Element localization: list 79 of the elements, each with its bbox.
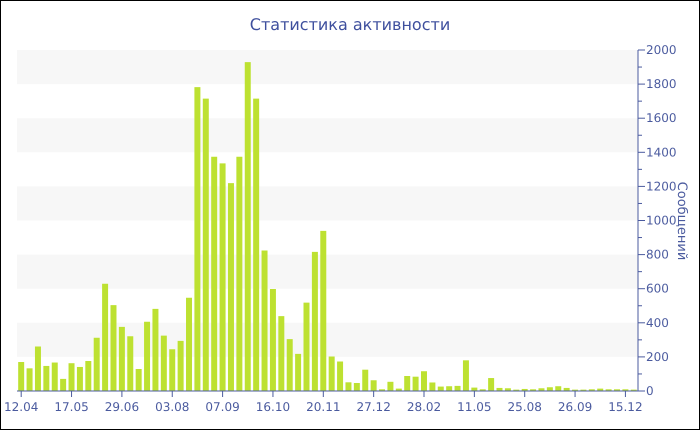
bar — [304, 302, 310, 391]
x-tick-label: 26.09 — [558, 400, 592, 414]
bar — [152, 308, 158, 391]
x-tick-label: 27.12 — [356, 400, 391, 414]
bar — [488, 378, 494, 391]
bar — [354, 382, 360, 391]
x-tick-label: 12.04 — [4, 400, 38, 414]
x-tick-label: 15.12 — [608, 400, 643, 414]
x-tick-label: 17.05 — [54, 400, 89, 414]
bar — [345, 382, 352, 391]
y-tick-label: 2000 — [646, 43, 677, 57]
bar — [387, 382, 394, 391]
bar — [278, 316, 284, 391]
y-tick-label: 600 — [646, 282, 669, 296]
bar — [127, 336, 134, 391]
bar — [85, 360, 92, 391]
bar — [328, 356, 335, 391]
x-tick-label: 20.11 — [306, 400, 340, 414]
bar — [18, 362, 24, 391]
bar — [26, 368, 33, 391]
x-tick-label: 16.10 — [256, 400, 290, 414]
bar — [244, 62, 251, 391]
bar — [52, 362, 58, 391]
bar — [555, 386, 562, 391]
x-tick-label: 07.09 — [205, 400, 240, 414]
y-tick-label: 200 — [646, 350, 669, 364]
bar — [462, 360, 469, 391]
bar — [43, 366, 50, 391]
y-tick-label: 1400 — [646, 145, 677, 160]
x-tick-label: 28.02 — [406, 400, 442, 414]
y-tick-label: 1600 — [646, 111, 677, 126]
bar — [169, 349, 176, 391]
y-tick-label: 400 — [646, 316, 669, 330]
bar — [194, 87, 200, 391]
bar — [546, 387, 553, 391]
bar — [102, 284, 108, 391]
y-tick-label: 1200 — [646, 179, 677, 194]
bar — [94, 338, 100, 391]
bar — [68, 363, 75, 391]
bar — [202, 98, 209, 391]
bar — [228, 183, 234, 391]
x-tick-label: 29.06 — [104, 400, 140, 414]
bar — [136, 369, 142, 391]
bar — [446, 386, 452, 391]
bar — [337, 362, 344, 391]
bar — [438, 386, 444, 391]
bar — [34, 346, 41, 391]
bar — [262, 250, 268, 391]
x-tick-label: 03.08 — [155, 400, 190, 414]
bar — [412, 376, 419, 391]
bar — [144, 322, 150, 391]
bar — [420, 371, 427, 391]
x-tick-label: 25.08 — [508, 400, 542, 414]
bar — [320, 230, 326, 391]
bar — [76, 366, 83, 391]
bar — [286, 339, 293, 391]
y-tick-label: 1800 — [646, 77, 677, 92]
bar — [362, 370, 368, 391]
bar — [186, 298, 192, 391]
x-tick-label: 11.05 — [457, 400, 492, 414]
bar — [270, 289, 276, 391]
bar — [60, 378, 66, 391]
bar — [110, 305, 116, 391]
bar — [236, 156, 242, 391]
bar — [404, 376, 410, 391]
bar — [429, 382, 436, 391]
bar — [211, 156, 218, 391]
bar — [118, 326, 125, 391]
bar — [253, 98, 260, 391]
chart-title: Статистика активности — [248, 15, 452, 34]
y-tick-label: 0 — [646, 384, 654, 398]
bar — [160, 336, 167, 391]
bar — [220, 163, 226, 391]
bar — [178, 340, 184, 391]
y-tick-label: 800 — [646, 248, 669, 262]
bar — [295, 354, 302, 391]
bar — [312, 252, 318, 391]
y-tick-label: 1000 — [646, 214, 677, 228]
bar — [370, 380, 377, 391]
